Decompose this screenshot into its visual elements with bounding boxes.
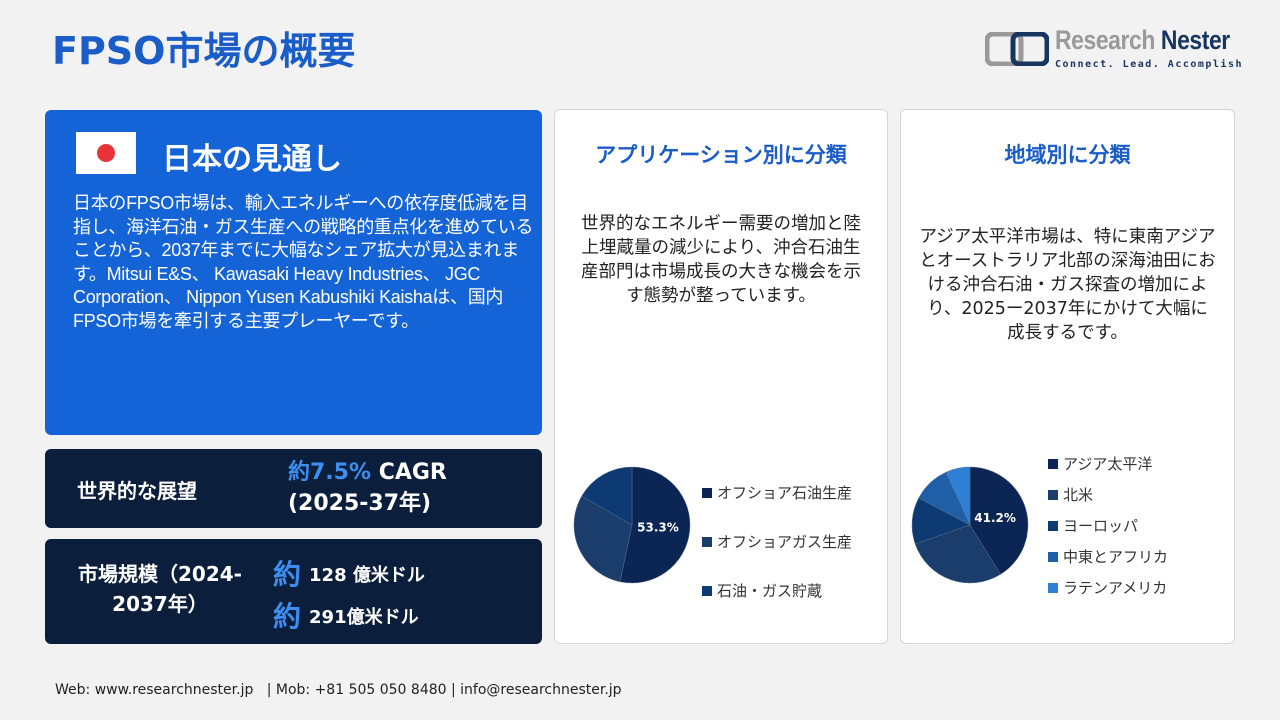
legend-item: 石油・ガス貯蔵 <box>702 566 852 615</box>
chart-title: 地域別に分類 <box>1004 143 1131 167</box>
legend-label: ヨーロッパ <box>1063 517 1139 535</box>
market-size-label: 市場規模（2024-2037年） <box>78 562 242 616</box>
japan-body: 日本のFPSO市場は、輸入エネルギーへの依存度低減を目指し、海洋石油・ガス生産へ… <box>73 193 534 331</box>
cagr-period: (2025-37年) <box>288 491 432 516</box>
market-size-2037: 291億米ドル <box>309 607 419 628</box>
prefix: 約 <box>273 558 302 591</box>
legend-swatch <box>1048 582 1058 593</box>
logo: Research Nester Connect. Lead. Accomplis… <box>985 25 1242 74</box>
application-panel: アプリケーション別に分類 世界的なエネルギー需要の増加と陸上埋蔵量の減少により、… <box>554 109 888 644</box>
pie-slice <box>619 466 691 584</box>
pie-slice <box>945 466 971 526</box>
application-pie-chart: 53.3% <box>573 466 691 584</box>
legend-item: ヨーロッパ <box>1048 510 1168 541</box>
legend-item: ラテンアメリカ <box>1048 572 1168 603</box>
legend-label: 北米 <box>1063 486 1094 504</box>
chart-legend: オフショア石油生産 オフショアガス生産 石油・ガス貯蔵 <box>702 468 852 615</box>
legend-label: 石油・ガス貯蔵 <box>717 582 823 600</box>
legend-label: アジア太平洋 <box>1063 455 1153 473</box>
data-label: 53.3% <box>637 521 679 535</box>
prefix: 約 <box>273 600 302 633</box>
chart-description: アジア太平洋市場は、特に東南アジアとオーストラリア北部の深海油田における沖合石油… <box>919 227 1216 343</box>
legend-item: オフショアガス生産 <box>702 517 852 566</box>
market-size-card: 市場規模（2024-2037年） 約 128 億米ドル 約 291億米ドル <box>45 539 542 644</box>
chart-legend: アジア太平洋 北米ヨーロッパ中東とアフリカ ラテンアメリカ <box>1048 448 1168 603</box>
pie-slice <box>914 524 1001 584</box>
legend-item: アジア太平洋 <box>1048 448 1168 479</box>
pie-slice <box>969 466 1029 575</box>
legend-swatch <box>1048 489 1058 500</box>
legend-swatch <box>1048 458 1058 469</box>
cagr-suffix: CAGR <box>371 460 447 485</box>
legend-swatch <box>1048 520 1058 531</box>
chart-title: アプリケーション別に分類 <box>595 143 847 167</box>
legend-item: オフショア石油生産 <box>702 468 852 517</box>
data-label: 41.2% <box>974 511 1016 525</box>
pie-slice <box>573 495 633 583</box>
legend-swatch <box>1048 551 1058 562</box>
region-panel: 地域別に分類 アジア太平洋市場は、特に東南アジアとオーストラリア北部の深海油田に… <box>900 109 1235 644</box>
legend-swatch <box>702 536 712 547</box>
pie-slice <box>581 466 633 526</box>
legend-item: 北米 <box>1048 479 1168 510</box>
japan-outlook-card: 日本の見通し 日本のFPSO市場は、輸入エネルギーへの依存度低減を目指し、海洋石… <box>45 110 542 435</box>
outlook-label: 世界的な展望 <box>77 479 197 503</box>
logo-name-2: Nester <box>1160 25 1230 55</box>
logo-tagline: Connect. Lead. Accomplish <box>1055 59 1244 70</box>
legend-label: 中東とアフリカ <box>1063 548 1169 566</box>
legend-item: 中東とアフリカ <box>1048 541 1168 572</box>
cagr-value: 約7.5% <box>288 460 372 485</box>
legend-swatch <box>702 487 712 498</box>
page-title: FPSO市場の概要 <box>52 29 356 73</box>
japan-flag-icon <box>76 132 136 174</box>
global-outlook-card: 世界的な展望 約7.5% CAGR (2025-37年) <box>45 449 542 528</box>
market-size-2024: 128 億米ドル <box>309 565 425 586</box>
legend-label: オフショア石油生産 <box>717 484 853 502</box>
legend-label: オフショアガス生産 <box>717 533 853 551</box>
japan-heading: 日本の見通し <box>162 142 342 177</box>
legend-label: ラテンアメリカ <box>1063 579 1168 597</box>
logo-name-1: Research <box>1055 25 1155 55</box>
logo-icon <box>985 32 1049 66</box>
footer-contact: Web: www.researchnester.jp | Mob: +81 50… <box>55 682 622 698</box>
region-pie-chart: 41.2% <box>911 466 1029 584</box>
legend-swatch <box>702 585 712 596</box>
chart-description: 世界的なエネルギー需要の増加と陸上埋蔵量の減少により、沖合石油生産部門は市場成長… <box>581 214 861 306</box>
